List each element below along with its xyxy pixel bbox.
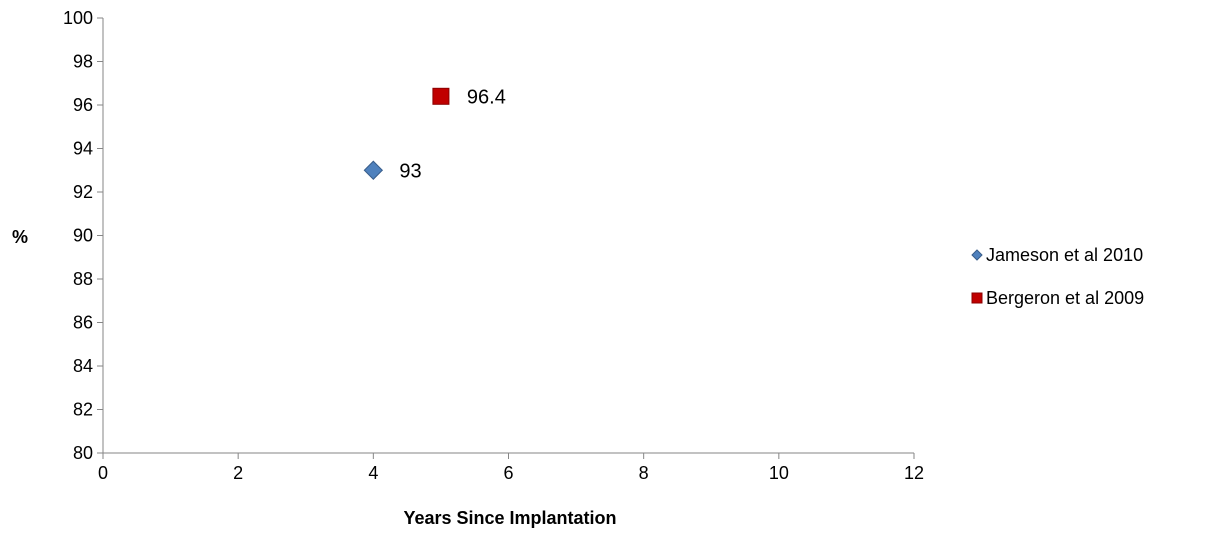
y-tick-label: 80 bbox=[73, 443, 93, 463]
data-points: 93 96.4 bbox=[363, 86, 506, 182]
axes bbox=[102, 18, 914, 454]
data-label: 96.4 bbox=[467, 86, 506, 108]
y-tick-label: 86 bbox=[73, 313, 93, 333]
data-point-diamond bbox=[363, 160, 384, 180]
y-tick-label: 100 bbox=[63, 8, 93, 28]
y-tick-label: 84 bbox=[73, 356, 93, 376]
data-label: 93 bbox=[399, 160, 421, 182]
y-ticks: 80 82 84 86 88 90 92 94 96 98 100 bbox=[63, 8, 103, 463]
data-point-square bbox=[432, 87, 450, 105]
legend-entry-label: Bergeron et al 2009 bbox=[986, 288, 1144, 308]
x-tick-label: 6 bbox=[503, 463, 513, 483]
y-tick-label: 90 bbox=[73, 226, 93, 246]
x-axis-title: Years Since Implantation bbox=[403, 508, 616, 528]
legend-marker-square bbox=[971, 292, 983, 304]
y-tick-label: 88 bbox=[73, 269, 93, 289]
y-tick-label: 82 bbox=[73, 400, 93, 420]
y-tick-label: 98 bbox=[73, 52, 93, 72]
y-tick-label: 94 bbox=[73, 139, 93, 159]
legend: Jameson et al 2010 Bergeron et al 2009 bbox=[971, 245, 1144, 308]
x-ticks: 0 2 4 6 8 10 12 bbox=[98, 453, 924, 483]
legend-marker-diamond bbox=[971, 249, 983, 261]
legend-entry-label: Jameson et al 2010 bbox=[986, 245, 1143, 265]
x-tick-label: 2 bbox=[233, 463, 243, 483]
y-tick-label: 96 bbox=[73, 95, 93, 115]
y-tick-label: 92 bbox=[73, 182, 93, 202]
x-tick-label: 8 bbox=[639, 463, 649, 483]
x-tick-label: 0 bbox=[98, 463, 108, 483]
y-axis-title: % bbox=[12, 227, 28, 247]
x-tick-label: 12 bbox=[904, 463, 924, 483]
x-tick-label: 4 bbox=[368, 463, 378, 483]
x-tick-label: 10 bbox=[769, 463, 789, 483]
